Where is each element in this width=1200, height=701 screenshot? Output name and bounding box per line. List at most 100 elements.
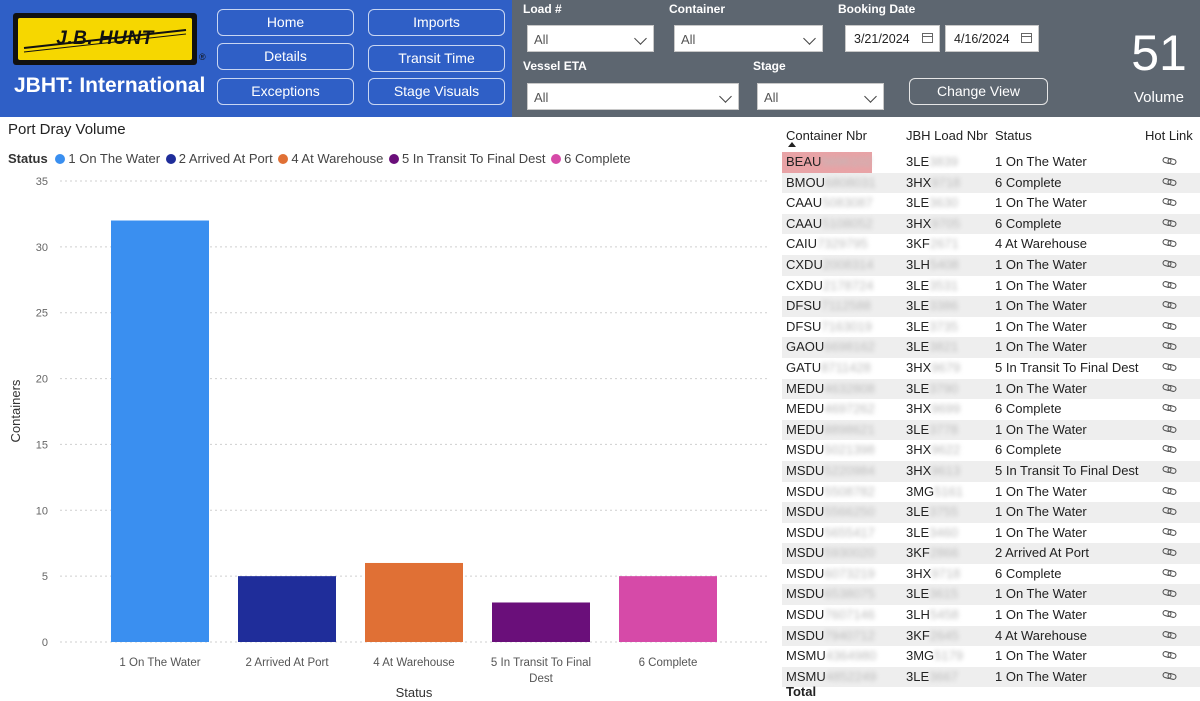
table-row[interactable]: CXDU2178724 3LE3531 1 On The Water xyxy=(782,276,1200,297)
hot-link-icon[interactable] xyxy=(1162,670,1178,682)
booking-date-to[interactable]: 4/16/2024 xyxy=(945,25,1039,52)
hot-link-icon[interactable] xyxy=(1162,423,1178,435)
table-row[interactable]: DFSU7163019 3LE3735 1 On The Water xyxy=(782,317,1200,338)
table-row[interactable]: CAAU5108052 3HX9705 6 Complete xyxy=(782,213,1200,235)
hot-link-icon[interactable] xyxy=(1162,485,1178,497)
bar[interactable] xyxy=(111,220,209,642)
container-prefix: GAOU xyxy=(786,339,825,355)
hot-link-icon[interactable] xyxy=(1162,258,1178,270)
table-row[interactable]: MSMU4364980 3MG5179 1 On The Water xyxy=(782,646,1200,667)
cell-status: 1 On The Water xyxy=(995,318,1087,334)
header-jbh-load-nbr[interactable]: JBH Load Nbr xyxy=(906,128,988,143)
bar[interactable] xyxy=(365,562,463,642)
sort-ascending-icon[interactable] xyxy=(788,142,796,147)
hot-link-icon[interactable] xyxy=(1162,382,1178,394)
load-filter-select[interactable]: All xyxy=(527,25,654,52)
table-row[interactable]: MSDU6538075 3LE3615 1 On The Water xyxy=(782,584,1200,606)
load-redacted: 2671 xyxy=(929,236,959,252)
table-row[interactable]: BEAU5696102 3LE3839 1 On The Water xyxy=(782,152,1200,173)
hot-link-icon[interactable] xyxy=(1162,629,1178,641)
hot-link-icon[interactable] xyxy=(1162,505,1178,517)
hot-link-icon[interactable] xyxy=(1162,176,1178,188)
hot-link-icon[interactable] xyxy=(1162,587,1178,599)
table-row[interactable]: CXDU2008314 3LH5408 1 On The Water xyxy=(782,254,1200,276)
hot-link-icon[interactable] xyxy=(1162,320,1178,332)
hot-link-icon[interactable] xyxy=(1162,526,1178,538)
table-row[interactable]: CAIU7329795 3KF2671 4 At Warehouse xyxy=(782,234,1200,255)
vessel-eta-select[interactable]: All xyxy=(527,83,739,110)
cell-container-nbr: MSMU4852249 xyxy=(786,669,876,684)
booking-date-from[interactable]: 3/21/2024 xyxy=(845,25,940,52)
stage-filter-select[interactable]: All xyxy=(757,83,884,110)
calendar-icon[interactable] xyxy=(1021,33,1032,43)
load-prefix: 3LE xyxy=(906,339,930,355)
hot-link-icon[interactable] xyxy=(1162,567,1178,579)
stage-visuals-button[interactable]: Stage Visuals xyxy=(368,78,505,105)
bar[interactable] xyxy=(492,602,590,642)
table-row[interactable]: MSMU4852249 3LE3667 1 On The Water xyxy=(782,666,1200,688)
hot-link-icon[interactable] xyxy=(1162,237,1178,249)
y-tick-label: 30 xyxy=(36,242,48,254)
transit-time-button[interactable]: Transit Time xyxy=(368,45,505,72)
load-redacted: 9705 xyxy=(931,215,961,231)
hot-link-icon[interactable] xyxy=(1162,299,1178,311)
table-row[interactable]: GATU8711428 3HX9679 5 In Transit To Final … xyxy=(782,358,1200,379)
bar[interactable] xyxy=(619,576,717,642)
header-container-nbr[interactable]: Container Nbr xyxy=(786,128,867,143)
table-row[interactable]: CAAU5083087 3LE3630 1 On The Water xyxy=(782,193,1200,214)
legend-item[interactable]: 1 On The Water xyxy=(55,151,160,166)
hot-link-icon[interactable] xyxy=(1162,608,1178,620)
container-redacted: 8898621 xyxy=(824,421,875,437)
table-row[interactable]: MSDU7940712 3KF2645 4 At Warehouse xyxy=(782,625,1200,647)
table-row[interactable]: GAOU6698162 3LE3821 1 On The Water xyxy=(782,337,1200,358)
table-row[interactable]: MEDU4697262 3HX9699 6 Complete xyxy=(782,399,1200,420)
table-row[interactable]: BMOU6808031 3HX9718 6 Complete xyxy=(782,172,1200,194)
hot-link-icon[interactable] xyxy=(1162,217,1178,229)
details-button[interactable]: Details xyxy=(217,43,354,70)
hot-link-icon[interactable] xyxy=(1162,649,1178,661)
hot-link-icon[interactable] xyxy=(1162,546,1178,558)
legend-item[interactable]: 2 Arrived At Port xyxy=(165,151,273,166)
table-row[interactable]: MEDU8898621 3LE3778 1 On The Water xyxy=(782,419,1200,441)
hot-link-icon[interactable] xyxy=(1162,155,1178,167)
header-status[interactable]: Status xyxy=(995,128,1032,143)
load-redacted: 3531 xyxy=(929,277,959,293)
table-row[interactable]: MSDU5508782 3MG5161 1 On The Water xyxy=(782,482,1200,503)
hot-link-icon[interactable] xyxy=(1162,279,1178,291)
bar[interactable] xyxy=(238,576,336,642)
table-row[interactable]: MSDU5655417 3LE3460 1 On The Water xyxy=(782,523,1200,544)
load-redacted: 3735 xyxy=(929,318,959,334)
hot-link-icon[interactable] xyxy=(1162,361,1178,373)
legend-item[interactable]: 6 Complete xyxy=(551,151,631,166)
table-row[interactable]: MSDU5021398 3HX9622 6 Complete xyxy=(782,440,1200,461)
legend-dot xyxy=(278,154,289,164)
legend-dot xyxy=(165,154,176,164)
table-row[interactable]: MSDU6073219 3HX9718 6 Complete xyxy=(782,564,1200,585)
cell-status: 5 In Transit To Final Dest xyxy=(995,462,1139,478)
table-row[interactable]: MSDU7607146 3LH5458 1 On The Water xyxy=(782,605,1200,626)
hot-link-icon[interactable] xyxy=(1162,196,1178,208)
exceptions-button[interactable]: Exceptions xyxy=(217,78,354,105)
container-table: Container Nbr JBH Load Nbr Status Hot Li… xyxy=(782,122,1200,701)
table-row[interactable]: MSDU5220984 3HX9613 5 In Transit To Final … xyxy=(782,460,1200,482)
calendar-icon[interactable] xyxy=(922,33,933,43)
load-prefix: 3LE xyxy=(906,277,930,293)
chevron-down-icon xyxy=(719,90,732,103)
table-row[interactable]: MEDU4632808 3LE3790 1 On The Water xyxy=(782,378,1200,400)
container-filter-select[interactable]: All xyxy=(674,25,823,52)
cell-container-nbr: MSDU5566250 xyxy=(786,504,875,519)
hot-link-icon[interactable] xyxy=(1162,402,1178,414)
table-row[interactable]: MSDU5566250 3LE3755 1 On The Water xyxy=(782,502,1200,523)
change-view-button[interactable]: Change View xyxy=(909,78,1048,105)
legend-item[interactable]: 4 At Warehouse xyxy=(278,151,383,166)
hot-link-icon[interactable] xyxy=(1162,340,1178,352)
y-tick-label: 0 xyxy=(42,637,48,649)
table-row[interactable]: DFSU7112588 3LE3386 1 On The Water xyxy=(782,296,1200,317)
hot-link-icon[interactable] xyxy=(1162,443,1178,455)
legend-item[interactable]: 5 In Transit To Final Dest xyxy=(388,151,546,166)
home-button[interactable]: Home xyxy=(217,9,354,36)
hot-link-icon[interactable] xyxy=(1162,464,1178,476)
table-row[interactable]: MSDU5930020 3KF2866 2 Arrived At Port xyxy=(782,543,1200,564)
imports-button[interactable]: Imports xyxy=(368,9,505,36)
header-hot-link[interactable]: Hot Link xyxy=(1145,128,1193,143)
